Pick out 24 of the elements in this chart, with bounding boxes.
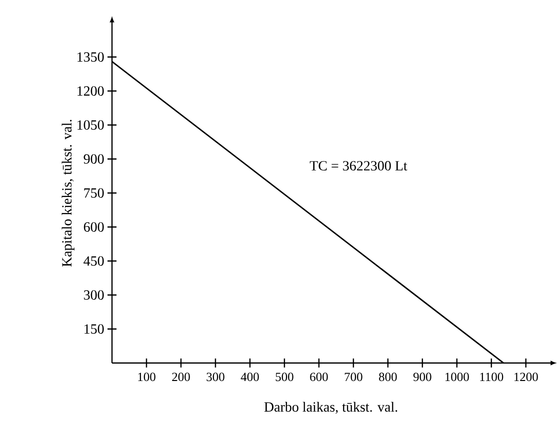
- y-tick-label: 1200: [78, 86, 104, 96]
- y-tick-label: 600: [84, 222, 104, 232]
- annotation: TC = 3622300 Lt: [310, 161, 408, 171]
- x-tick-label: 1200: [514, 372, 538, 382]
- y-tick-label: 1350: [78, 52, 104, 62]
- y-tick-label: 300: [84, 290, 104, 300]
- x-tick-label: 1100: [480, 372, 504, 382]
- y-tick-label: 150: [84, 324, 104, 334]
- x-tick-label: 300: [206, 372, 224, 382]
- x-axis-title: Darbo laikas, tūkst. val.: [264, 402, 398, 414]
- x-tick-label: 100: [138, 372, 156, 382]
- x-tick-label: 900: [413, 372, 432, 382]
- x-tick-label: 500: [276, 372, 294, 382]
- x-tick-label: 600: [310, 372, 328, 382]
- x-tick-label: 400: [240, 372, 259, 382]
- x-tick-label: 200: [172, 372, 190, 382]
- x-tick-label: 800: [379, 372, 397, 382]
- y-axis-title: Kapitalo kiekis, tūkst. val.: [62, 120, 74, 267]
- x-tick-label: 700: [344, 372, 362, 382]
- y-tick-label: 1050: [78, 120, 104, 130]
- y-tick-label: 750: [84, 188, 104, 198]
- x-tick-label: 1000: [445, 372, 469, 382]
- y-tick-label: 900: [84, 154, 104, 164]
- y-tick-label: 450: [84, 256, 104, 266]
